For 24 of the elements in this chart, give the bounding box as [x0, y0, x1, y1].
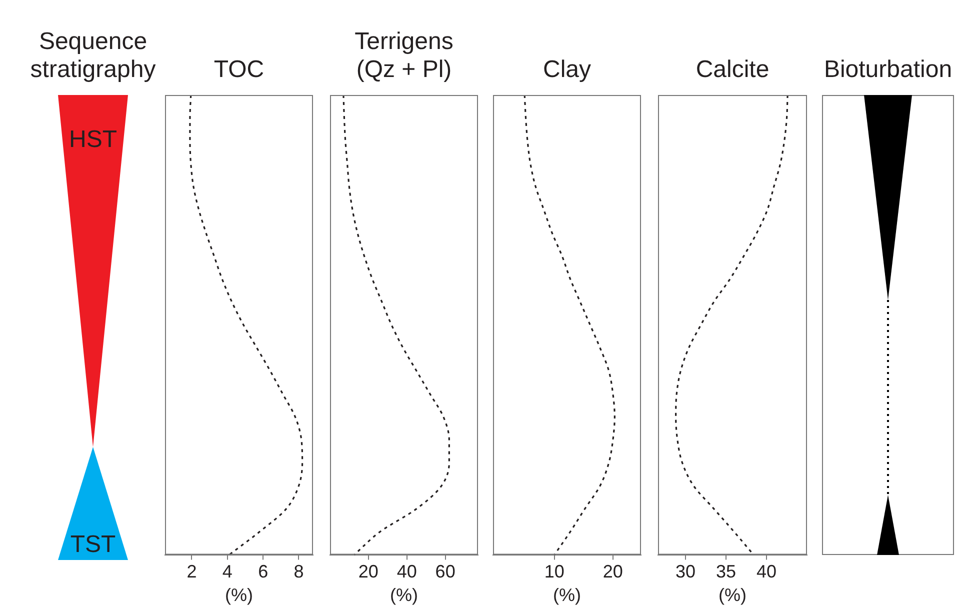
x-tick-label: 6: [258, 562, 268, 582]
text: TST: [70, 531, 116, 559]
x-axis-title: (%): [390, 585, 418, 606]
x-tick-label: 60: [435, 562, 456, 582]
x-axis-title: (%): [225, 585, 253, 606]
chart-title: TOC: [212, 55, 266, 84]
x-tick-label: 40: [756, 562, 777, 582]
text: Sequence stratigraphy: [29, 27, 157, 84]
x-tick-label: 4: [222, 562, 232, 582]
x-tick-label: 40: [396, 562, 417, 582]
text: Bioturbation: [822, 55, 954, 84]
x-tick-label: 2: [186, 562, 197, 582]
chart-title: Clay: [542, 55, 592, 84]
x-tick-label: 10: [544, 562, 564, 582]
x-axis-title: (%): [718, 585, 746, 606]
x-tick-label: 35: [716, 562, 736, 582]
chart-title: Calcite: [694, 55, 770, 84]
text: HST: [69, 126, 117, 154]
x-tick-label: 20: [602, 562, 623, 582]
chart-title: Terrigens (Qz + Pl): [354, 27, 454, 84]
x-tick-label: 30: [676, 562, 696, 582]
x-tick-label: 20: [358, 562, 378, 582]
x-axis-title: (%): [553, 585, 581, 606]
x-tick-label: 8: [294, 562, 304, 582]
